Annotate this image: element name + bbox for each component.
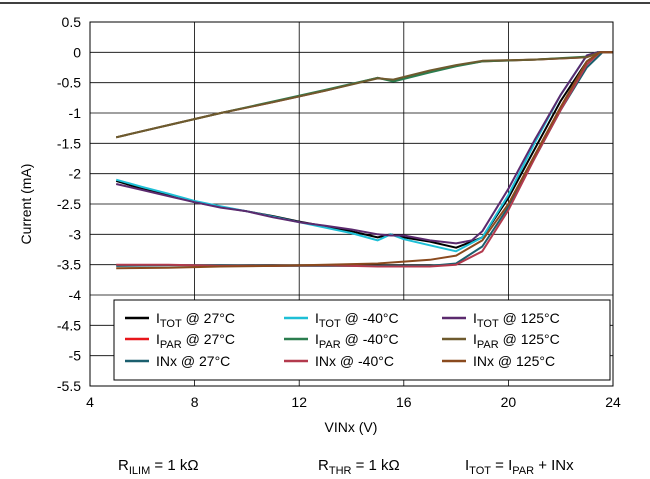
x-axis-label: VINx (V): [325, 419, 378, 435]
footer-text-rest: = I: [491, 457, 512, 474]
footer-text-sub: ILIM: [129, 465, 150, 477]
legend-name-main: I: [315, 310, 319, 326]
series-line-4: [115, 51, 613, 139]
legend-name-main: I: [156, 310, 160, 326]
y-tick-label: -1: [69, 105, 82, 121]
x-tick-label: 4: [86, 394, 94, 410]
legend-name-rest: @ 27°C: [182, 310, 235, 326]
legend-name-main: INx @ 27°C: [156, 353, 230, 369]
x-tick-label: 24: [605, 394, 621, 410]
footer-text-main: R: [118, 457, 129, 474]
y-tick-label: -2.5: [57, 196, 81, 212]
x-tick-label: 20: [501, 394, 517, 410]
legend-box: [113, 299, 611, 381]
y-tick-label: 0: [73, 44, 81, 60]
plot-area-border: [89, 21, 614, 387]
legend-name-main: I: [473, 310, 477, 326]
x-tick-label: 12: [291, 394, 307, 410]
legend-name-sub: TOT: [319, 318, 341, 330]
footer-text-sub: THR: [329, 465, 352, 477]
footer-text-main: I: [465, 457, 469, 474]
y-tick-label: -5.5: [57, 378, 81, 394]
x-tick-labels: 4 8 12 16 20 24: [86, 394, 621, 410]
y-tick-label: -1.5: [57, 135, 81, 151]
legend-name-rest: @ 27°C: [182, 331, 235, 347]
series-line-1: [115, 51, 613, 139]
legend-entry-1: IPAR @ 27°C: [156, 331, 235, 351]
legend-name-sub: TOT: [160, 318, 182, 330]
footer-text-rest: = 1 kΩ: [351, 457, 399, 474]
x-tick-label: 8: [191, 394, 199, 410]
legend-entry-4: IPAR @ -40°C: [315, 331, 399, 351]
legend-name-sub: TOT: [477, 318, 499, 330]
y-axis-label: Current (mA): [18, 164, 34, 245]
legend-name-rest: @ 125°C: [499, 331, 560, 347]
legend-entry-6: ITOT @ 125°C: [473, 310, 560, 330]
footer-text-sub: TOT: [469, 465, 491, 477]
legend-entry-5: INx @ -40°C: [315, 353, 394, 369]
legend-name-sub: PAR: [319, 339, 341, 351]
footer-text-main: R: [318, 457, 329, 474]
y-tick-label: -3.5: [57, 257, 81, 273]
legend-entry-2: INx @ 27°C: [156, 353, 230, 369]
y-tick-label: -0.5: [57, 75, 81, 91]
legend-name-rest: @ -40°C: [341, 331, 399, 347]
legend-name-main: INx @ -40°C: [315, 353, 394, 369]
legend-name-main: I: [156, 331, 160, 347]
x-tick-label: 16: [396, 394, 412, 410]
footer-note-2: ITOT = IPAR + INx: [465, 457, 574, 477]
series-group: [115, 51, 613, 270]
footer-text-rest2: + INx: [534, 457, 574, 474]
legend-entry-0: ITOT @ 27°C: [156, 310, 235, 330]
series-line-7: [115, 51, 613, 139]
legend-name-main: I: [315, 331, 319, 347]
y-tick-label: -5: [69, 348, 82, 364]
footer-notes: RILIM = 1 kΩ RTHR = 1 kΩ ITOT = IPAR + INx: [118, 457, 574, 477]
y-tick-labels: 0.5 0 -0.5 -1 -1.5 -2 -2.5 -3 -3.5 -4 -4.5 -5 -5.5: [57, 14, 81, 394]
y-tick-label: -2: [69, 166, 82, 182]
series-line-8: [116, 51, 613, 270]
y-tick-label: 0.5: [62, 14, 82, 30]
series-line-6: [115, 51, 613, 245]
legend-name-main: I: [473, 331, 477, 347]
legend-name-rest: @ 125°C: [499, 310, 560, 326]
legend-name-rest: @ -40°C: [341, 310, 399, 326]
footer-text-sub2: PAR: [512, 465, 534, 477]
legend-name-sub: PAR: [160, 339, 182, 351]
y-tick-label: -4: [69, 287, 82, 303]
legend-name-sub: PAR: [477, 339, 499, 351]
legend-entry-7: IPAR @ 125°C: [473, 331, 560, 351]
y-tick-label: -4.5: [57, 317, 81, 333]
footer-text-rest: = 1 kΩ: [150, 457, 198, 474]
y-tick-label: -3: [69, 226, 82, 242]
footer-note-1: RTHR = 1 kΩ: [318, 457, 400, 477]
legend-name-main: INx @ 125°C: [473, 353, 555, 369]
legend-entry-3: ITOT @ -40°C: [315, 310, 399, 330]
footer-note-0: RILIM = 1 kΩ: [118, 457, 199, 477]
legend-entry-8: INx @ 125°C: [473, 353, 555, 369]
